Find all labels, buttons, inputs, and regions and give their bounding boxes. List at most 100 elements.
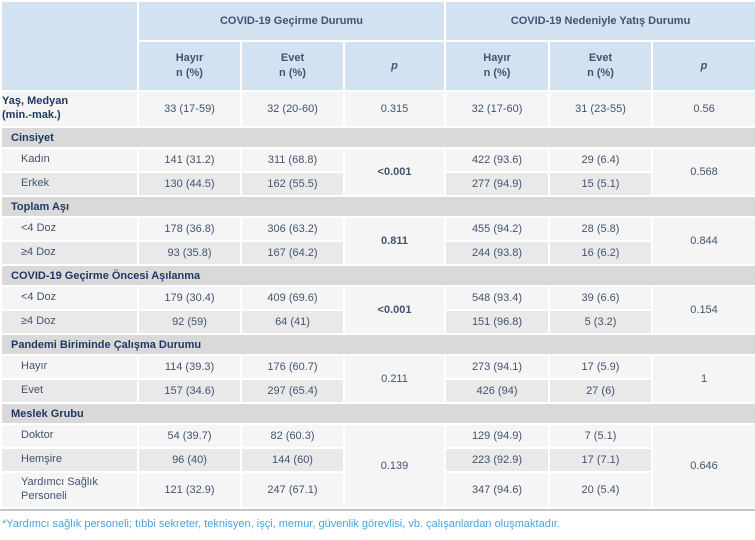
cell-value: 29 (6.4) <box>548 147 654 173</box>
cell-value: 64 (41) <box>240 309 345 335</box>
row-label-line1: Yaş, Medyan <box>2 95 69 108</box>
section-title: Toplam Aşı <box>0 195 755 218</box>
section-header-meslek-grubu: Meslek Grubu <box>0 402 755 425</box>
cell-value: 311 (68.8) <box>240 147 345 173</box>
cell-value: 82 (60.3) <box>240 423 345 449</box>
cell-value: 33 (17-59) <box>137 90 242 128</box>
section-title: Pandemi Biriminde Çalışma Durumu <box>0 333 755 356</box>
cell-value: 15 (5.1) <box>548 171 654 197</box>
p-value: 0.811 <box>342 216 447 266</box>
footnote-text: *Yardımcı sağlık personeli; tıbbi sekret… <box>2 518 560 530</box>
cell-value: 162 (55.5) <box>240 171 345 197</box>
cell-value: 5 (3.2) <box>548 309 654 335</box>
row-label-line2: (min.-mak.) <box>2 109 61 121</box>
cell-value: 297 (65.4) <box>240 378 345 404</box>
p-value: <0.001 <box>342 147 447 197</box>
cell-value: 179 (30.4) <box>137 285 242 311</box>
row-label: Yardımcı Sağlık Personeli <box>0 471 139 509</box>
corner-cell <box>0 0 139 92</box>
p-value: 0.56 <box>651 90 755 128</box>
cell-value: 247 (67.1) <box>240 471 345 509</box>
cell-value: 273 (94.1) <box>444 354 551 380</box>
p-header-label: p <box>391 59 398 72</box>
col-header-label: Evet <box>588 52 613 65</box>
row-label: Erkek <box>0 171 139 197</box>
section-title: COVID-19 Geçirme Öncesi Aşılanma <box>0 264 755 287</box>
col-header-g2-hayir: Hayır n (%) <box>444 40 551 92</box>
table-row-hemsire: Hemşire 96 (40) 144 (60) 223 (92.9) 17 (… <box>0 447 755 473</box>
group-header-yatis: COVID-19 Nedeniyle Yatış Durumu <box>444 0 755 42</box>
row-label: <4 Doz <box>0 285 139 311</box>
cell-value: 121 (32.9) <box>137 471 242 509</box>
row-label: <4 Doz <box>0 216 139 242</box>
cell-value: 17 (5.9) <box>548 354 654 380</box>
row-label: ≥4 Doz <box>0 240 139 266</box>
cell-value: 157 (34.6) <box>137 378 242 404</box>
cell-value: 16 (6.2) <box>548 240 654 266</box>
cell-value: 20 (5.4) <box>548 471 654 509</box>
cell-value: 426 (94) <box>444 378 551 404</box>
p-value: 0.568 <box>651 147 755 197</box>
p-value: 1 <box>651 354 755 404</box>
p-value: 0.315 <box>342 90 447 128</box>
col-header-g2-evet: Evet n (%) <box>548 40 654 92</box>
col-header-g2-p: p <box>651 40 755 92</box>
cell-value: 223 (92.9) <box>444 447 551 473</box>
section-header-pandemi-birimi: Pandemi Biriminde Çalışma Durumu <box>0 333 755 356</box>
col-header-label: Hayır <box>175 52 204 65</box>
col-header-label: Hayır <box>483 52 511 65</box>
p-value: 0.844 <box>651 216 755 266</box>
sub-header-row: Hayır n (%) Evet n (%) p Hayır n (%) Eve… <box>1 40 755 92</box>
cell-value: 28 (5.8) <box>548 216 654 242</box>
row-label: Kadın <box>0 147 139 173</box>
cell-value: 144 (60) <box>240 447 345 473</box>
table-row-pandemi-evet: Evet 157 (34.6) 297 (65.4) 426 (94) 27 (… <box>0 378 755 404</box>
cell-value: 31 (23-55) <box>548 90 654 128</box>
cell-value: 409 (69.6) <box>240 285 345 311</box>
group-header-gecirme: COVID-19 Geçirme Durumu <box>136 0 447 42</box>
table-row-ge4doz-oncesi: ≥4 Doz 92 (59) 64 (41) 151 (96.8) 5 (3.2… <box>0 309 755 335</box>
table-row-doktor: Doktor 54 (39.7) 82 (60.3) 0.139 129 (94… <box>0 423 755 509</box>
cell-value: 306 (63.2) <box>240 216 345 242</box>
table-bottom-rule <box>0 509 755 511</box>
cell-value: 27 (6) <box>548 378 654 404</box>
cell-value: 17 (7.1) <box>548 447 654 473</box>
cell-value: 244 (93.8) <box>444 240 551 266</box>
cell-value: 114 (39.3) <box>137 354 242 380</box>
col-header-g1-evet: Evet n (%) <box>240 40 345 92</box>
cell-value: 92 (59) <box>137 309 242 335</box>
row-label: Doktor <box>0 423 139 449</box>
row-label: Evet <box>0 378 139 404</box>
cell-value: 176 (60.7) <box>240 354 345 380</box>
p-value: 0.211 <box>342 354 447 404</box>
row-label: Hemşire <box>0 447 139 473</box>
cell-value: 54 (39.7) <box>137 423 242 449</box>
table-row-age: Yaş, Medyan (min.-mak.) 33 (17-59) 32 (2… <box>0 90 755 128</box>
table-row-pandemi-hayir: Hayır 114 (39.3) 176 (60.7) 0.211 273 (9… <box>0 354 755 404</box>
col-header-n-pct: n (%) <box>176 67 203 79</box>
group-header-row: COVID-19 Geçirme Durumu COVID-19 Nedeniy… <box>0 0 755 92</box>
section-header-toplam-asi: Toplam Aşı <box>0 195 755 218</box>
table-row-lt4doz: <4 Doz 178 (36.8) 306 (63.2) 0.811 455 (… <box>0 216 755 266</box>
cell-value: 167 (64.2) <box>240 240 345 266</box>
col-header-n-pct: n (%) <box>279 67 306 79</box>
col-header-n-pct: n (%) <box>587 67 614 79</box>
cell-value: 422 (93.6) <box>444 147 551 173</box>
p-value: 0.646 <box>651 423 755 509</box>
col-header-g1-hayir: Hayır n (%) <box>137 40 242 92</box>
table-row-erkek: Erkek 130 (44.5) 162 (55.5) 277 (94.9) 1… <box>0 171 755 197</box>
cell-value: 548 (93.4) <box>444 285 551 311</box>
section-title: Cinsiyet <box>0 126 755 149</box>
cell-value: 32 (17-60) <box>444 90 551 128</box>
section-title: Meslek Grubu <box>0 402 755 425</box>
cell-value: 39 (6.6) <box>548 285 654 311</box>
cell-value: 130 (44.5) <box>137 171 242 197</box>
table-row-ge4doz: ≥4 Doz 93 (35.8) 167 (64.2) 244 (93.8) 1… <box>0 240 755 266</box>
cell-value: 347 (94.6) <box>444 471 551 509</box>
cell-value: 178 (36.8) <box>137 216 242 242</box>
row-label: ≥4 Doz <box>0 309 139 335</box>
covid19-study-table: COVID-19 Geçirme Durumu COVID-19 Nedeniy… <box>0 0 755 509</box>
p-value: 0.154 <box>651 285 755 335</box>
p-header-label: p <box>700 59 708 72</box>
